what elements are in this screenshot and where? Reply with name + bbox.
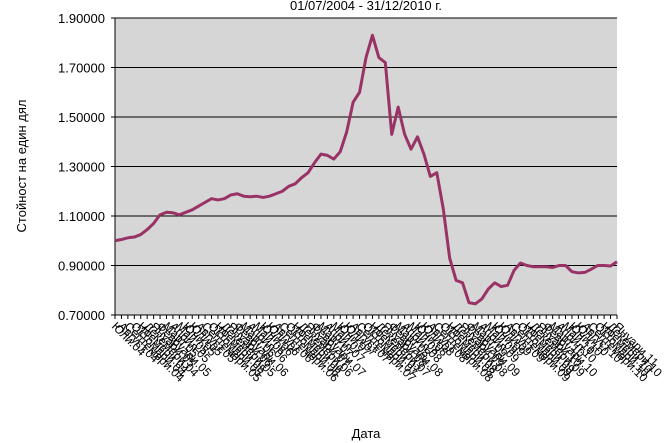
y-tick-label: 1.10000: [58, 209, 105, 224]
line-series: [114, 33, 618, 306]
chart-title: 01/07/2004 - 31/12/2010 г.: [290, 0, 442, 13]
y-axis-title: Стойност на един дял: [14, 100, 29, 233]
y-tick-label: 1.50000: [58, 110, 105, 125]
y-tick-label: 1.90000: [58, 11, 105, 26]
x-axis-title: Дата: [352, 426, 382, 441]
y-tick-label: 0.70000: [58, 308, 105, 323]
y-tick-label: 1.70000: [58, 61, 105, 76]
y-tick-label: 0.90000: [58, 259, 105, 274]
y-tick-label: 1.30000: [58, 160, 105, 175]
